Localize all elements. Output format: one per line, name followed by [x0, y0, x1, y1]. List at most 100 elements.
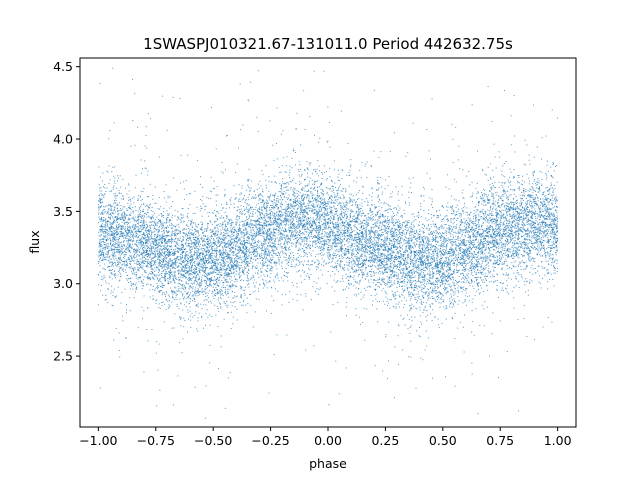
data-point — [266, 239, 268, 241]
data-point — [462, 277, 464, 279]
data-point — [110, 226, 112, 228]
data-point — [279, 232, 281, 234]
data-point — [480, 241, 482, 243]
data-point — [134, 224, 136, 226]
data-point — [181, 262, 183, 264]
data-point — [269, 199, 271, 201]
data-point — [160, 281, 162, 283]
data-point — [312, 245, 314, 247]
data-point — [498, 235, 500, 237]
data-point — [294, 224, 296, 226]
data-point — [539, 240, 541, 242]
data-point — [341, 240, 343, 242]
data-point — [275, 202, 277, 204]
data-point — [405, 242, 407, 244]
data-point — [311, 192, 313, 194]
data-point — [164, 273, 166, 275]
data-point — [326, 205, 328, 207]
data-point — [362, 212, 364, 214]
data-point — [424, 243, 426, 245]
data-point — [481, 287, 483, 289]
data-point — [357, 238, 359, 240]
data-point — [411, 229, 413, 231]
data-point — [305, 295, 307, 297]
data-point — [395, 265, 397, 267]
data-point — [481, 247, 483, 249]
data-point — [415, 267, 417, 269]
data-point — [128, 266, 130, 268]
data-point — [258, 211, 260, 213]
data-point — [390, 229, 392, 231]
data-point — [179, 279, 181, 281]
data-point — [320, 229, 322, 231]
data-point — [404, 229, 406, 231]
data-point — [356, 229, 358, 231]
data-point — [366, 286, 368, 288]
data-point — [465, 226, 467, 228]
data-point — [281, 294, 283, 296]
data-point — [248, 216, 250, 218]
data-point — [240, 262, 242, 264]
data-point — [174, 239, 176, 241]
data-point — [187, 318, 189, 320]
data-point — [465, 244, 467, 246]
data-point — [476, 224, 478, 226]
data-point — [432, 269, 434, 271]
data-point — [237, 245, 239, 247]
data-point — [291, 157, 293, 159]
data-point — [317, 228, 319, 230]
data-point — [260, 214, 262, 216]
data-point — [273, 208, 275, 210]
data-point — [453, 241, 455, 243]
data-point — [506, 202, 508, 204]
data-point — [243, 229, 245, 231]
data-point — [297, 252, 299, 254]
data-point — [495, 194, 497, 196]
data-point — [337, 199, 339, 201]
data-point — [101, 275, 103, 277]
data-point — [104, 259, 106, 261]
data-point — [217, 223, 219, 225]
data-point — [380, 223, 382, 225]
data-point — [239, 198, 241, 200]
data-point — [192, 316, 194, 318]
data-point — [286, 215, 288, 217]
data-point — [511, 236, 513, 238]
data-point — [443, 239, 445, 241]
data-point — [408, 292, 410, 294]
data-point — [290, 252, 292, 254]
data-point — [493, 234, 495, 236]
data-point — [533, 156, 535, 158]
data-point — [183, 297, 185, 299]
data-point — [182, 338, 184, 340]
data-point — [404, 279, 406, 281]
data-point — [263, 258, 265, 260]
data-point — [263, 243, 265, 245]
data-point — [295, 217, 297, 219]
data-point — [131, 244, 133, 246]
data-point — [448, 259, 450, 261]
data-point — [292, 148, 294, 150]
data-point — [385, 248, 387, 250]
data-point — [529, 190, 531, 192]
data-point — [291, 218, 293, 220]
data-point — [121, 267, 123, 269]
data-point — [270, 261, 272, 263]
data-point — [340, 209, 342, 211]
data-point — [174, 258, 176, 260]
data-point — [352, 248, 354, 250]
data-point — [507, 206, 509, 208]
data-point — [408, 356, 410, 358]
data-point — [467, 262, 469, 264]
data-point — [506, 231, 508, 233]
data-point — [397, 242, 399, 244]
data-point — [225, 229, 227, 231]
data-point — [501, 244, 503, 246]
data-point — [266, 233, 268, 235]
data-point — [427, 239, 429, 241]
data-point — [358, 266, 360, 268]
data-point — [235, 254, 237, 256]
data-point — [345, 253, 347, 255]
data-point — [548, 204, 550, 206]
data-point — [550, 223, 552, 225]
